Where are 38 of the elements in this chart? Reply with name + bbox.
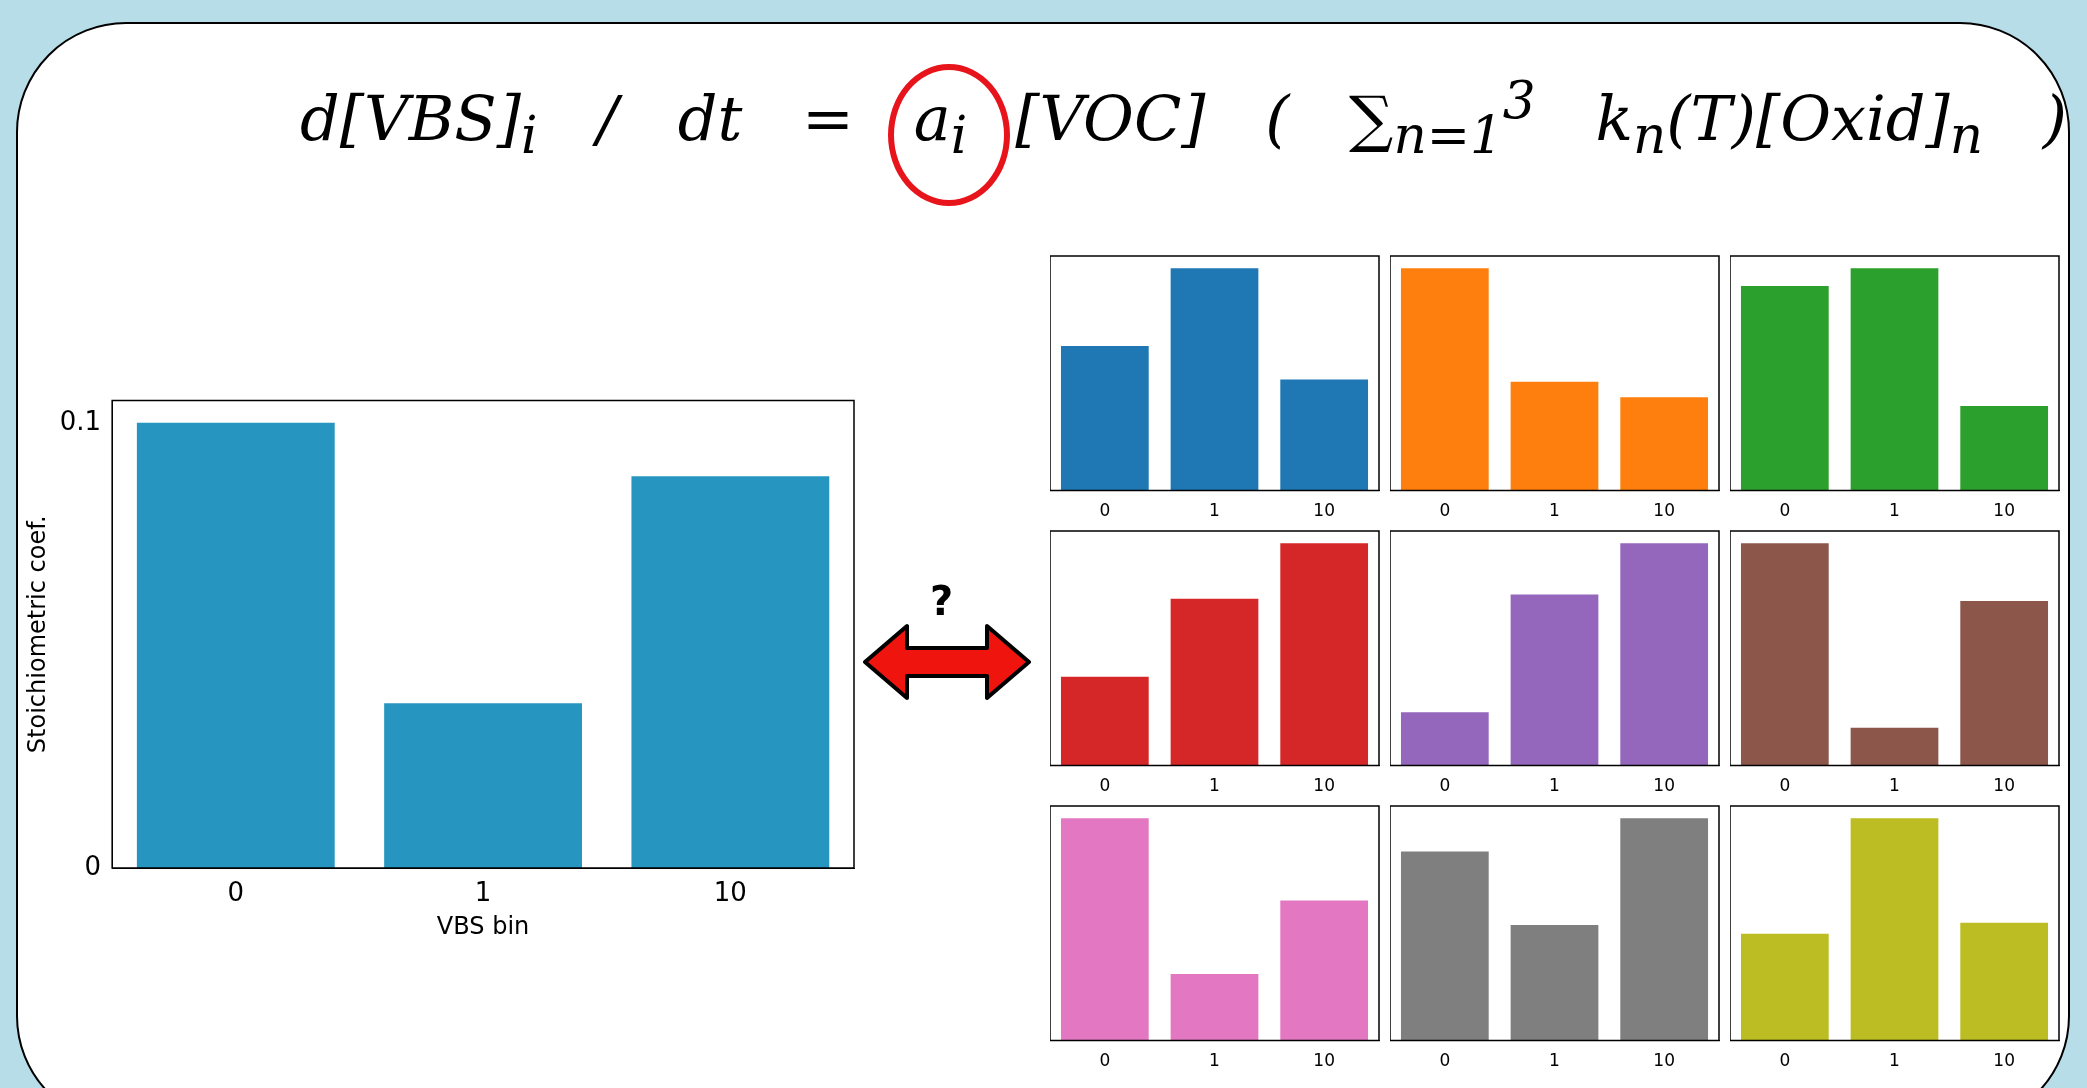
x-tick-label: 1 <box>1209 500 1220 521</box>
x-tick-label: 0 <box>1099 1050 1111 1071</box>
x-tick-label: 0 <box>1439 500 1451 521</box>
x-tick-label: 1 <box>1889 775 1900 796</box>
x-tick-label: 0 <box>1439 1050 1451 1071</box>
x-tick-label: 1 <box>1549 1050 1560 1071</box>
x-tick-label: 10 <box>1653 1050 1675 1071</box>
x-tick-label: 0 <box>1099 775 1111 796</box>
y-axis-title: Stoichiometric coef. <box>22 515 51 754</box>
x-tick-label: 1 <box>1549 775 1560 796</box>
x-tick-label: 10 <box>1653 775 1675 796</box>
bar <box>136 422 335 868</box>
x-axis-title: VBS bin <box>436 911 530 940</box>
x-tick-label: 0 <box>1439 775 1451 796</box>
x-tick-label: 1 <box>1889 500 1900 521</box>
x-tick-label: 10 <box>713 877 747 908</box>
x-tick-label: 1 <box>474 877 492 908</box>
bar <box>384 703 582 868</box>
x-tick-label: 10 <box>1993 500 2015 521</box>
x-tick-label: 10 <box>1313 1050 1335 1071</box>
x-tick-label: 10 <box>1313 775 1335 796</box>
y-tick-label: 0.1 <box>59 405 102 436</box>
text: ? <box>930 578 954 624</box>
x-tick-label: 0 <box>1099 500 1111 521</box>
x-tick-label: 10 <box>1993 1050 2015 1071</box>
text: d[VBS]$_{i}$ / dt = a$_{i}$[VOC] ( ∑$_{n=1}$$^{3}$ k$_{n}$(T)[Oxid]$_{n}$ ) <box>300 70 2067 166</box>
x-tick-label: 0 <box>1779 500 1791 521</box>
x-tick-label: 1 <box>1889 1050 1900 1071</box>
x-tick-label: 1 <box>1549 500 1560 521</box>
x-tick-label: 0 <box>227 877 245 908</box>
bar <box>631 476 830 868</box>
x-tick-label: 10 <box>1313 500 1335 521</box>
x-tick-label: 1 <box>1209 775 1220 796</box>
x-tick-label: 10 <box>1993 775 2015 796</box>
x-tick-label: 10 <box>1653 500 1675 521</box>
x-tick-label: 0 <box>1779 1050 1791 1071</box>
x-tick-label: 1 <box>1209 1050 1220 1071</box>
x-tick-label: 0 <box>1779 775 1791 796</box>
